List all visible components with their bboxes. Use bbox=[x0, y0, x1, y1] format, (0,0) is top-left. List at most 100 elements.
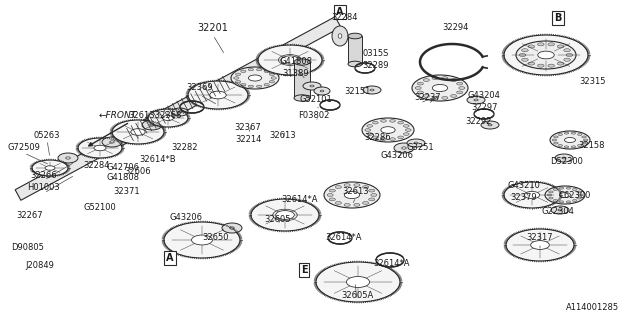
Ellipse shape bbox=[423, 94, 429, 97]
Ellipse shape bbox=[371, 194, 377, 196]
Ellipse shape bbox=[264, 84, 269, 86]
Ellipse shape bbox=[222, 223, 242, 233]
Text: 32315: 32315 bbox=[580, 77, 606, 86]
Ellipse shape bbox=[316, 262, 400, 302]
Ellipse shape bbox=[558, 145, 563, 147]
Ellipse shape bbox=[394, 143, 414, 153]
Ellipse shape bbox=[403, 133, 409, 135]
Ellipse shape bbox=[573, 199, 577, 202]
Ellipse shape bbox=[558, 209, 562, 211]
Ellipse shape bbox=[257, 85, 262, 88]
Ellipse shape bbox=[230, 227, 234, 229]
Text: 32284: 32284 bbox=[332, 13, 358, 22]
Ellipse shape bbox=[251, 199, 319, 231]
Ellipse shape bbox=[456, 91, 463, 94]
Ellipse shape bbox=[109, 141, 115, 143]
Ellipse shape bbox=[451, 79, 457, 82]
Text: E: E bbox=[301, 265, 307, 275]
Text: 3261332368: 3261332368 bbox=[128, 110, 182, 119]
Ellipse shape bbox=[538, 51, 554, 59]
Text: C62300: C62300 bbox=[559, 190, 591, 199]
Ellipse shape bbox=[405, 129, 411, 131]
Text: F03802: F03802 bbox=[298, 110, 330, 119]
Text: 32379: 32379 bbox=[511, 194, 538, 203]
Text: 32294: 32294 bbox=[442, 23, 468, 33]
Text: 32317: 32317 bbox=[527, 234, 554, 243]
Ellipse shape bbox=[78, 138, 122, 158]
Ellipse shape bbox=[577, 145, 582, 147]
Text: 32292: 32292 bbox=[465, 117, 491, 126]
Ellipse shape bbox=[558, 133, 563, 135]
Ellipse shape bbox=[269, 81, 275, 83]
Ellipse shape bbox=[423, 79, 429, 82]
Text: 31389: 31389 bbox=[283, 69, 309, 78]
Ellipse shape bbox=[403, 124, 409, 127]
Ellipse shape bbox=[362, 202, 369, 204]
Ellipse shape bbox=[504, 182, 560, 208]
Ellipse shape bbox=[258, 45, 322, 75]
Ellipse shape bbox=[467, 96, 485, 104]
Text: 32650: 32650 bbox=[203, 234, 229, 243]
Text: G72509: G72509 bbox=[8, 143, 40, 153]
Ellipse shape bbox=[362, 118, 414, 142]
Ellipse shape bbox=[58, 153, 78, 163]
Ellipse shape bbox=[417, 91, 424, 94]
Ellipse shape bbox=[390, 138, 396, 140]
Ellipse shape bbox=[94, 145, 106, 151]
Ellipse shape bbox=[281, 56, 299, 64]
Text: 32606: 32606 bbox=[125, 167, 151, 177]
Ellipse shape bbox=[264, 70, 269, 73]
Ellipse shape bbox=[548, 191, 553, 193]
Ellipse shape bbox=[577, 133, 582, 135]
Ellipse shape bbox=[367, 133, 372, 135]
Ellipse shape bbox=[566, 53, 573, 57]
Text: 32151: 32151 bbox=[344, 87, 370, 97]
Text: 32613: 32613 bbox=[269, 131, 296, 140]
Ellipse shape bbox=[381, 138, 387, 140]
Ellipse shape bbox=[456, 82, 463, 85]
Text: G43206: G43206 bbox=[170, 213, 202, 222]
Ellipse shape bbox=[582, 136, 586, 138]
Ellipse shape bbox=[551, 206, 569, 214]
Text: ←FRONT: ←FRONT bbox=[99, 111, 137, 121]
Ellipse shape bbox=[559, 193, 570, 197]
Ellipse shape bbox=[344, 184, 350, 187]
Ellipse shape bbox=[369, 198, 375, 201]
Ellipse shape bbox=[335, 186, 342, 188]
Ellipse shape bbox=[131, 129, 145, 135]
Ellipse shape bbox=[407, 139, 425, 147]
Text: 32284: 32284 bbox=[84, 161, 110, 170]
Ellipse shape bbox=[553, 199, 557, 202]
Ellipse shape bbox=[370, 89, 374, 91]
Ellipse shape bbox=[481, 121, 499, 129]
Ellipse shape bbox=[564, 138, 575, 142]
Ellipse shape bbox=[381, 127, 395, 133]
Ellipse shape bbox=[248, 75, 262, 81]
Ellipse shape bbox=[582, 142, 586, 144]
Ellipse shape bbox=[372, 121, 378, 124]
Text: 32614*A: 32614*A bbox=[326, 234, 362, 243]
Ellipse shape bbox=[459, 87, 465, 89]
Ellipse shape bbox=[398, 136, 403, 139]
Ellipse shape bbox=[432, 77, 438, 80]
Ellipse shape bbox=[577, 197, 581, 199]
Ellipse shape bbox=[210, 91, 227, 99]
Ellipse shape bbox=[398, 121, 403, 124]
Text: 32369: 32369 bbox=[187, 84, 213, 92]
Ellipse shape bbox=[442, 96, 448, 99]
Ellipse shape bbox=[547, 194, 552, 196]
Ellipse shape bbox=[381, 120, 387, 122]
Text: A: A bbox=[166, 253, 173, 263]
Ellipse shape bbox=[332, 26, 348, 46]
Ellipse shape bbox=[338, 34, 342, 38]
Ellipse shape bbox=[564, 132, 569, 134]
Ellipse shape bbox=[172, 108, 188, 116]
Text: H01003: H01003 bbox=[28, 183, 60, 193]
Ellipse shape bbox=[329, 198, 335, 201]
Ellipse shape bbox=[550, 131, 590, 149]
Ellipse shape bbox=[310, 85, 314, 87]
Text: 32605: 32605 bbox=[265, 215, 291, 225]
Ellipse shape bbox=[557, 45, 564, 48]
Text: D90805: D90805 bbox=[12, 244, 44, 252]
Text: D52300: D52300 bbox=[550, 157, 584, 166]
